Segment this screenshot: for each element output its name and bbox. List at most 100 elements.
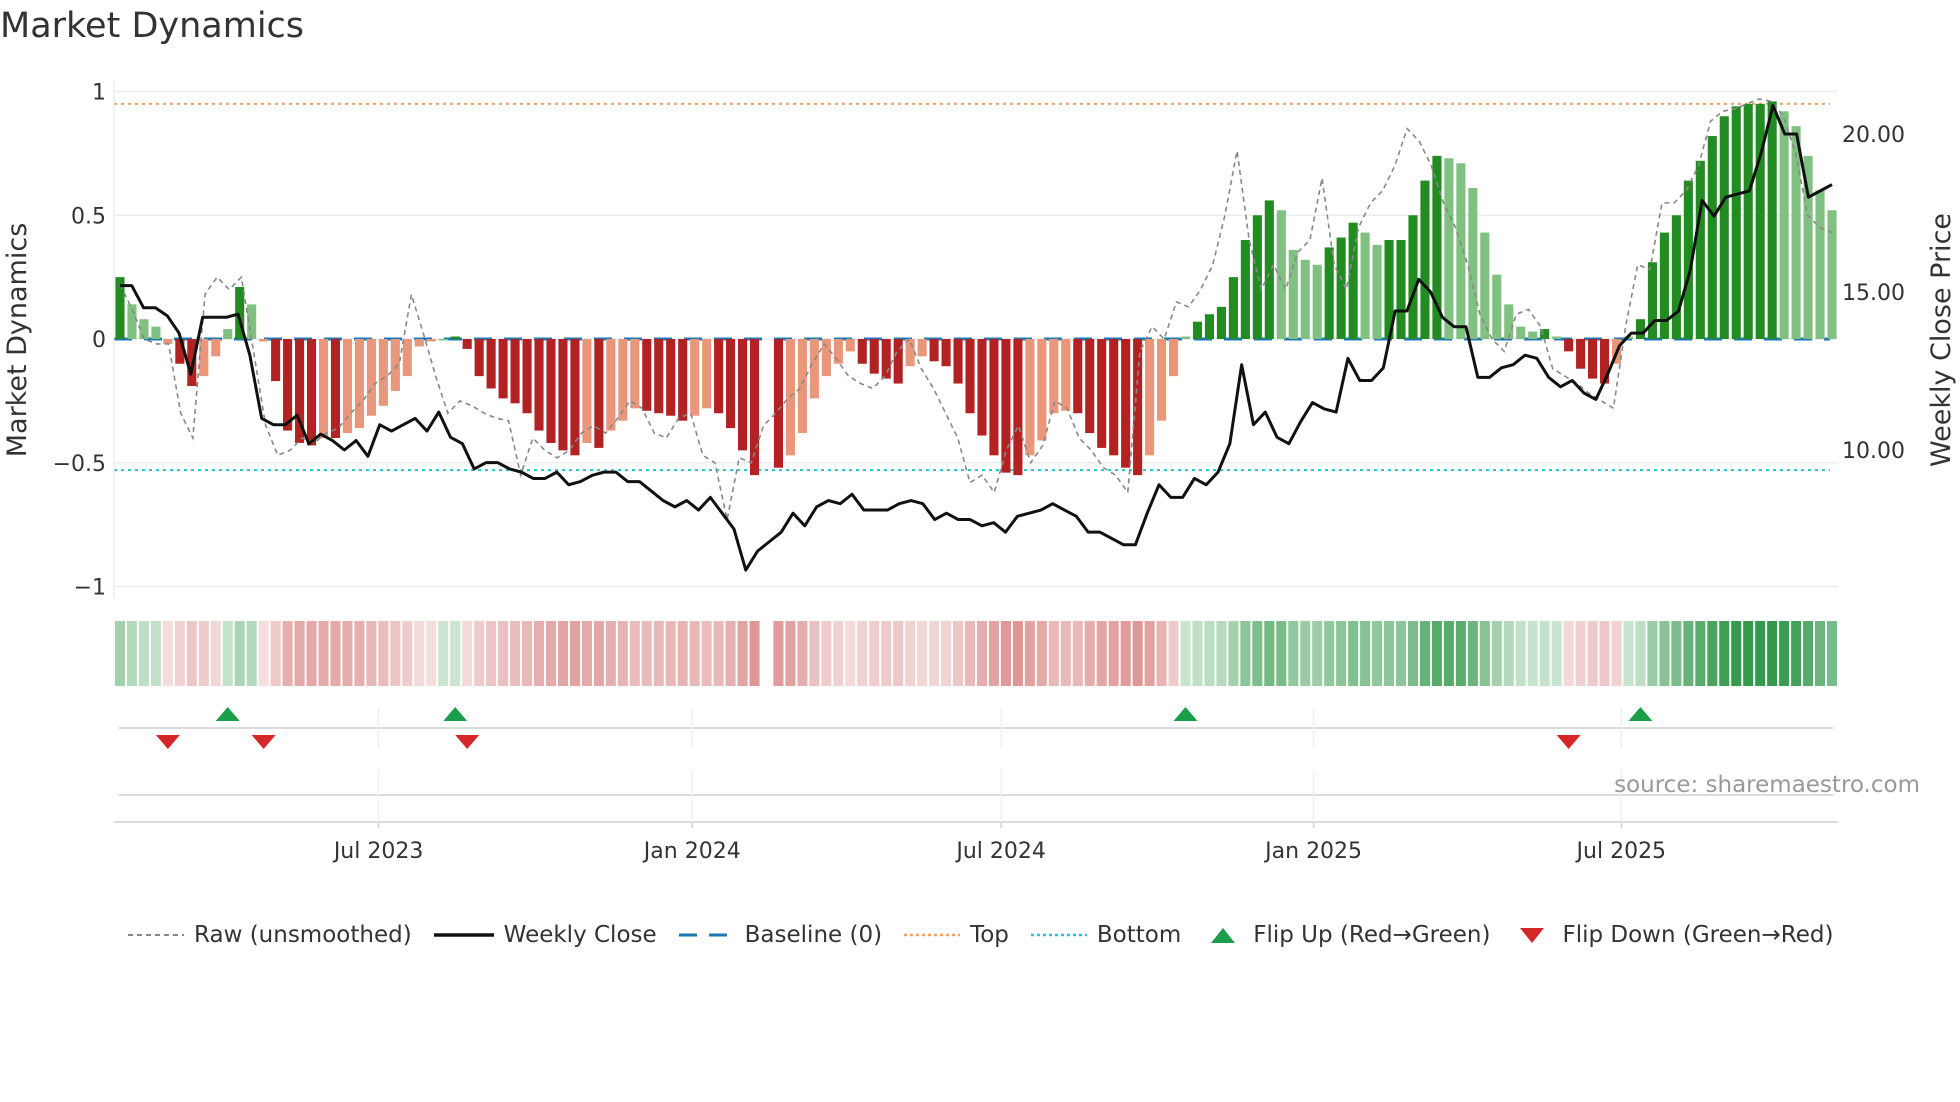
- dynamics-bar: [1240, 240, 1250, 339]
- heatmap-cell: [1384, 621, 1395, 686]
- dynamics-bar: [1671, 215, 1681, 339]
- close-line-swatch: [433, 933, 494, 937]
- legend: Raw (unsmoothed) Weekly Close Baseline (…: [128, 922, 1833, 948]
- dynamics-bar: [1827, 210, 1837, 339]
- heatmap-cell: [1503, 621, 1514, 686]
- dynamics-bar: [223, 329, 233, 339]
- dynamics-bar: [1468, 188, 1478, 339]
- dynamics-bar: [474, 339, 484, 377]
- dynamics-bar: [1683, 180, 1693, 339]
- heatmap-cell: [126, 621, 137, 686]
- heatmap-cell: [1312, 621, 1323, 686]
- heatmap-cell: [1096, 621, 1107, 686]
- heatmap-cell: [1671, 621, 1682, 686]
- heatmap-cell: [210, 621, 221, 686]
- heatmap-cell: [438, 621, 449, 686]
- dynamics-bar: [1695, 160, 1705, 339]
- dynamics-bar: [211, 339, 221, 357]
- heatmap-cell: [1060, 621, 1071, 686]
- dynamics-bar: [1312, 264, 1322, 339]
- heatmap-cell: [486, 621, 497, 686]
- dynamics-bar: [1049, 339, 1059, 414]
- heatmap-cell: [569, 621, 580, 686]
- dynamics-bar: [678, 339, 688, 421]
- flip-up-marker: [443, 707, 468, 721]
- dynamics-bar: [1288, 249, 1298, 339]
- heatmap-cell: [258, 621, 269, 686]
- x-tick-label: Jul 2023: [332, 839, 424, 864]
- dynamics-bar: [1564, 339, 1574, 352]
- heatmap-cell: [450, 621, 461, 686]
- heatmap-cell: [1024, 621, 1035, 686]
- heatmap-cell: [234, 621, 245, 686]
- dynamics-bar: [414, 339, 424, 347]
- heatmap-cell: [833, 621, 844, 686]
- dynamics-bar: [163, 339, 173, 344]
- dynamics-bar: [1013, 339, 1023, 476]
- heatmap-cell: [689, 621, 700, 686]
- bottom-line-swatch: [1030, 933, 1087, 937]
- heatmap-cell: [701, 621, 712, 686]
- heatmap-cell: [1575, 621, 1586, 686]
- dynamics-bar: [1408, 215, 1418, 339]
- heatmap-cell: [1395, 621, 1407, 686]
- heatmap-cell: [1336, 621, 1347, 686]
- heatmap-cell: [366, 621, 377, 686]
- heatmap-cell: [1647, 621, 1658, 686]
- dynamics-bar: [1516, 326, 1526, 339]
- dynamics-bar: [1791, 126, 1801, 340]
- heatmap-cell: [318, 621, 329, 686]
- dynamics-bar: [929, 339, 939, 362]
- heatmap-cell: [653, 621, 664, 686]
- dynamics-bar: [714, 339, 724, 414]
- heatmap-cell: [1348, 621, 1359, 686]
- dynamics-bar: [582, 339, 592, 443]
- dynamics-bar: [977, 339, 987, 436]
- dynamics-bar: [1767, 101, 1777, 340]
- heatmap-cell: [1036, 621, 1047, 686]
- heatmap-cell: [1264, 621, 1275, 686]
- dynamics-bar: [318, 339, 329, 438]
- flip-up-marker: [1628, 707, 1653, 721]
- legend-close: Weekly Close: [433, 922, 657, 948]
- heatmap-cell: [522, 621, 533, 686]
- triangle-down-icon: [1520, 928, 1545, 943]
- dynamics-bar: [1659, 232, 1669, 339]
- dynamics-bar: [726, 339, 736, 429]
- legend-bottom-label: Bottom: [1096, 922, 1182, 948]
- flip-down-marker: [155, 735, 180, 749]
- heatmap-cell: [941, 621, 952, 686]
- dynamics-bar: [1324, 247, 1334, 339]
- heatmap-cell: [1563, 621, 1574, 686]
- heatmap-cell: [1084, 621, 1095, 686]
- heatmap-cell: [474, 621, 485, 686]
- dynamics-bar: [1109, 339, 1119, 456]
- close-series: [119, 104, 1833, 572]
- dynamics-bar: [235, 287, 245, 339]
- heatmap-cell: [1599, 621, 1610, 686]
- dynamics-bar: [1599, 339, 1610, 384]
- dynamics-bar: [1384, 240, 1394, 339]
- close-line: [119, 104, 1833, 572]
- heatmap-cell: [1228, 621, 1239, 686]
- heatmap-cell: [498, 621, 509, 686]
- heatmap-cell: [1324, 621, 1335, 686]
- dynamics-bar: [450, 336, 460, 339]
- heatmap-cell: [988, 621, 999, 686]
- heatmap-cell: [1288, 621, 1299, 686]
- dynamics-bar: [127, 304, 137, 339]
- heatmap-cell: [1479, 621, 1490, 686]
- y-tick-label: 0.5: [71, 204, 106, 229]
- dynamics-bar: [869, 339, 879, 374]
- heatmap-cell: [713, 621, 724, 686]
- dynamics-bar: [881, 339, 891, 379]
- heatmap-cell: [1443, 621, 1454, 686]
- legend-flip-up: Flip Up (Red→Green): [1203, 922, 1490, 948]
- dynamics-bar: [498, 339, 508, 399]
- heatmap-cell: [1132, 621, 1143, 686]
- heatmap-cell: [354, 621, 365, 686]
- heatmap-cell: [1707, 621, 1718, 686]
- heatmap-cell: [510, 621, 521, 686]
- dynamics-bar: [1540, 329, 1550, 339]
- heatmap-cell: [964, 621, 976, 686]
